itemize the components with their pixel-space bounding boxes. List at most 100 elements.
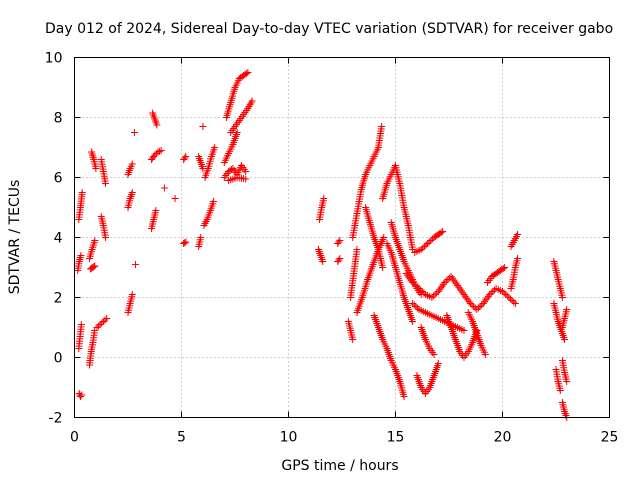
data-point <box>482 296 490 304</box>
data-point <box>464 296 472 304</box>
data-point <box>460 291 468 298</box>
data-point <box>171 195 179 202</box>
data-point <box>402 270 410 277</box>
data-point <box>466 300 474 307</box>
data-point <box>130 129 138 136</box>
data-point <box>244 69 252 76</box>
data-point <box>455 283 463 291</box>
data-point <box>499 288 506 295</box>
data-point <box>152 207 160 214</box>
data-point <box>248 97 256 105</box>
data-point <box>210 198 218 205</box>
data-point <box>502 291 510 298</box>
data-point <box>474 304 482 312</box>
data-point <box>481 351 489 358</box>
data-point <box>157 147 165 154</box>
data-point <box>98 319 106 327</box>
data-point <box>89 154 97 162</box>
data-point <box>450 276 458 284</box>
data-point <box>505 294 513 301</box>
x-tick-label: 0 <box>70 430 79 446</box>
data-point <box>412 303 420 310</box>
data-point <box>103 315 111 322</box>
y-tick-label: 0 <box>54 351 63 367</box>
data-point <box>437 284 445 292</box>
chart-title: Day 012 of 2024, Sidereal Day-to-day VTE… <box>45 21 613 37</box>
data-point <box>417 286 425 294</box>
data-point <box>88 150 96 158</box>
data-point <box>418 288 426 295</box>
data-point <box>425 238 433 246</box>
data-point <box>499 265 507 272</box>
data-point <box>182 238 190 246</box>
data-point <box>501 264 509 271</box>
data-point <box>407 277 415 285</box>
y-tick-labels: -2 0 2 4 6 8 10 <box>45 51 63 427</box>
data-point <box>461 292 469 300</box>
x-tick-labels: 0 5 10 15 20 25 <box>70 430 618 446</box>
axis-ticks <box>74 57 610 418</box>
data-point <box>442 277 450 285</box>
data-point <box>96 321 104 328</box>
data-point <box>405 273 413 281</box>
data-point <box>459 289 467 297</box>
data-point <box>508 297 516 304</box>
data-point <box>424 240 432 247</box>
data-point <box>95 322 103 330</box>
data-point <box>409 279 417 286</box>
data-point <box>181 154 189 162</box>
data-point <box>422 241 430 249</box>
data-point <box>511 300 519 307</box>
x-tick-label: 5 <box>177 430 186 446</box>
data-point <box>434 288 442 295</box>
data-point <box>406 275 414 283</box>
data-point <box>181 239 189 247</box>
data-point <box>470 303 478 310</box>
y-tick-label: 10 <box>45 51 63 67</box>
x-tick-label: 15 <box>387 430 405 446</box>
data-point <box>433 289 441 297</box>
data-point <box>93 324 101 331</box>
data-point <box>409 318 417 325</box>
data-point <box>456 285 464 293</box>
data-point <box>438 282 446 290</box>
data-point <box>420 243 428 250</box>
data-point <box>160 184 168 192</box>
data-point <box>128 291 136 298</box>
data-point <box>242 70 250 77</box>
data-point <box>563 306 571 313</box>
x-tick-label: 25 <box>601 430 619 446</box>
data-point <box>436 286 444 294</box>
data-point <box>90 263 98 271</box>
y-tick-label: 2 <box>54 291 63 307</box>
data-point <box>448 274 456 282</box>
data-point <box>503 292 511 300</box>
data-point <box>429 292 437 300</box>
data-point <box>99 318 107 325</box>
data-point <box>430 351 438 358</box>
data-point <box>417 246 425 253</box>
data-point <box>507 295 515 303</box>
data-point <box>451 278 459 286</box>
data-point <box>199 123 207 130</box>
data-point <box>156 147 164 155</box>
data-point <box>319 258 327 265</box>
data-point <box>434 360 442 367</box>
data-point <box>349 336 357 343</box>
data-point <box>77 321 85 328</box>
data-point <box>483 294 491 302</box>
data-point <box>153 121 161 129</box>
y-tick-label: -2 <box>49 411 63 427</box>
data-point <box>410 301 418 309</box>
data-point <box>400 393 408 400</box>
data-point <box>77 252 85 259</box>
data-point <box>556 387 564 394</box>
data-point <box>88 148 96 156</box>
data-point <box>92 165 100 172</box>
data-point <box>452 280 460 288</box>
data-point <box>91 237 99 244</box>
data-point <box>478 301 486 309</box>
data-point <box>513 231 521 238</box>
data-point <box>320 195 328 202</box>
